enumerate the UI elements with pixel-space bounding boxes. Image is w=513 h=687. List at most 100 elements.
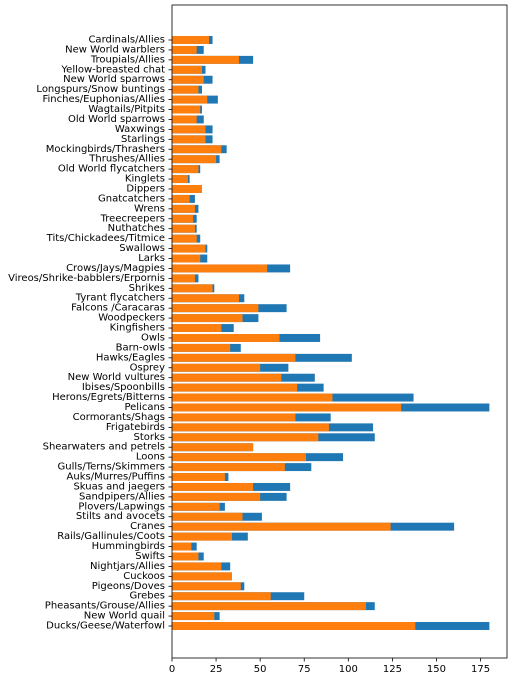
x-tick-label: 150 — [427, 664, 446, 675]
y-tick-label: Waxwings — [115, 124, 165, 135]
y-tick-label: Larks — [138, 253, 165, 264]
y-tick-label: Herons/Egrets/Bitterns — [52, 392, 165, 403]
y-tick-label: Cuckoos — [123, 571, 165, 582]
bar-front-cuckoos — [172, 572, 232, 581]
y-tick-label: Loons — [136, 452, 165, 463]
y-tick-label: Plovers/Lapwings — [78, 501, 165, 512]
bar-front-starlings — [172, 135, 206, 144]
bar-front-herons-egrets-bitterns — [172, 393, 333, 402]
bar-front-longspurs-snow-buntings — [172, 85, 199, 94]
bar-front-shrikes — [172, 284, 213, 293]
bar-front-sandpipers-allies — [172, 492, 261, 501]
bar-front-new-world-sparrows — [172, 75, 204, 84]
y-tick-label: Kingfishers — [110, 323, 165, 334]
bar-front-troupials-allies — [172, 55, 239, 64]
bar-front-plovers-lapwings — [172, 502, 220, 511]
y-tick-label: New World warblers — [65, 44, 165, 55]
bar-front-finches-euphonias-allies — [172, 95, 208, 104]
x-tick-label: 175 — [471, 664, 490, 675]
bar-front-pigeons-doves — [172, 582, 241, 591]
y-tick-label: Kinglets — [125, 174, 165, 185]
x-tick-label: 75 — [298, 664, 311, 675]
x-tick-labels: 0 25 50 75 100 125 150 175 — [169, 658, 490, 675]
bar-front-woodpeckers — [172, 314, 243, 323]
bar-front-treecreepers — [172, 214, 194, 223]
bar-front-new-world-warblers — [172, 45, 197, 54]
bar-front-rails-gallinules-coots — [172, 532, 232, 541]
bar-front-loons — [172, 453, 306, 462]
bar-front-owls — [172, 333, 280, 342]
bar-front-ibises-spoonbills — [172, 383, 298, 392]
y-tick-label: Hummingbirds — [92, 541, 165, 552]
bar-front-cranes — [172, 522, 391, 531]
y-tick-label: Wrens — [134, 203, 165, 214]
y-tick-label: Gulls/Terns/Skimmers — [57, 462, 165, 473]
bar-front-thrushes-allies — [172, 155, 217, 164]
y-tick-label: New World quail — [84, 611, 165, 622]
y-tick-label: Falcons /Caracaras — [71, 303, 165, 314]
y-tick-label: Mockingbirds/Thrashers — [46, 144, 165, 155]
x-tick-label: 50 — [254, 664, 267, 675]
y-tick-label: Longspurs/Snow buntings — [36, 84, 165, 95]
y-tick-label: Nuthatches — [108, 223, 165, 234]
x-tick-label: 125 — [383, 664, 402, 675]
bar-front-crows-jays-magpies — [172, 264, 268, 273]
y-tick-label: Crows/Jays/Magpies — [66, 263, 165, 274]
y-tick-label: Ducks/Geese/Waterfowl — [46, 621, 165, 632]
y-tick-label: Troupials/Allies — [90, 54, 165, 65]
y-tick-label: Owls — [141, 332, 165, 343]
y-tick-label: Wagtails/Pitpits — [88, 104, 165, 115]
bar-front-hawks-eagles — [172, 353, 296, 362]
bar-front-old-world-flycatchers — [172, 165, 199, 174]
bar-front-wrens — [172, 204, 195, 213]
bar-front-auks-murres-puffins — [172, 473, 225, 481]
bar-front-barn-owls — [172, 343, 231, 352]
y-tick-label: Old World sparrows — [68, 114, 165, 125]
y-tick-label: Woodpeckers — [98, 313, 165, 324]
bar-front-skuas-and-jaegers — [172, 482, 254, 491]
x-tick-label: 100 — [339, 664, 358, 675]
y-tick-label: Vireos/Shrike-babblers/Erpornis — [8, 273, 165, 284]
y-tick-label: Dippers — [126, 183, 165, 194]
bar-front-cardinals-allies — [172, 36, 210, 44]
bar-front-nightjars-allies — [172, 562, 222, 571]
bars-layer — [172, 36, 490, 630]
bar-front-wagtails-pitpits — [172, 105, 201, 114]
y-tick-label: Thrushes/Allies — [88, 154, 165, 165]
bar-front-kingfishers — [172, 324, 222, 333]
bar-front-dippers — [172, 185, 202, 193]
bar-front-gnatcatchers — [172, 194, 190, 203]
y-tick-label: Gnatcatchers — [98, 193, 165, 204]
y-tick-label: Cormorants/Shags — [73, 412, 165, 423]
y-tick-label: Hawks/Eagles — [96, 352, 165, 363]
y-tick-label: Old World flycatchers — [58, 164, 165, 175]
y-tick-label: Cranes — [130, 521, 165, 532]
y-tick-label: Finches/Euphonias/Allies — [42, 94, 165, 105]
x-tick-label: 0 — [169, 664, 175, 675]
bar-front-kinglets — [172, 175, 188, 184]
y-tick-label: Auks/Murres/Puffins — [67, 472, 165, 483]
bar-front-shearwaters-and-petrels — [172, 443, 254, 452]
bar-front-pelicans — [172, 403, 402, 412]
y-tick-label: Cardinals/Allies — [88, 35, 165, 46]
bar-front-falcons-caracaras — [172, 304, 259, 313]
x-tick-label: 25 — [210, 664, 223, 675]
bar-front-storks — [172, 433, 319, 442]
y-tick-label: Frigatebirds — [106, 422, 165, 433]
y-tick-label: Pigeons/Doves — [92, 581, 165, 592]
y-tick-label: Ibises/Spoonbills — [82, 382, 165, 393]
bar-front-frigatebirds — [172, 423, 329, 432]
bar-front-new-world-quail — [172, 612, 215, 621]
bar-front-pheasants-grouse-allies — [172, 602, 366, 611]
y-tick-label: Pelicans — [124, 402, 165, 413]
y-tick-label: Swallows — [119, 243, 165, 254]
bar-front-stilts-and-avocets — [172, 512, 243, 521]
y-tick-label: Sandpipers/Allies — [79, 491, 165, 502]
y-tick-label: Stilts and avocets — [76, 511, 165, 522]
y-tick-label: Pheasants/Grouse/Allies — [45, 601, 165, 612]
bar-front-gulls-terns-skimmers — [172, 463, 285, 472]
y-tick-label: Treecreepers — [100, 213, 165, 224]
y-tick-label: New World sparrows — [63, 74, 165, 85]
